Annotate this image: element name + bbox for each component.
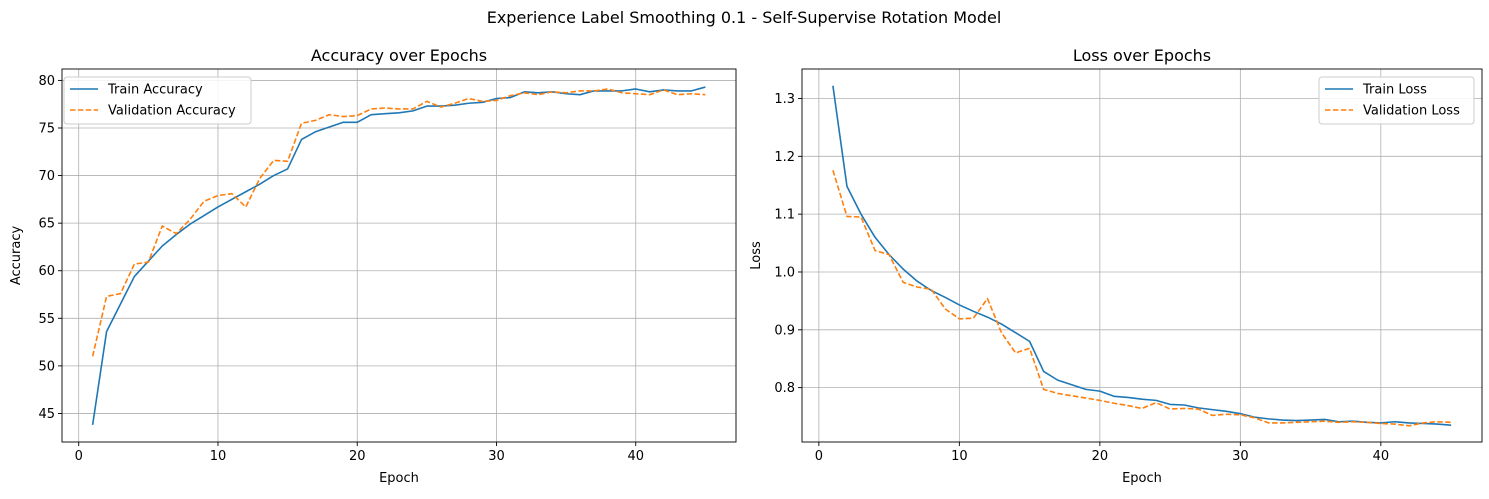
legend-label: Validation Loss [1363,104,1460,119]
x-tick-label: 10 [951,449,968,464]
loss-y-axis-label: Loss [749,241,764,270]
x-tick-label: 40 [627,449,644,464]
y-tick-label: 0.8 [774,381,795,396]
legend-box [1318,76,1475,125]
accuracy-series-validation-accuracy [91,88,706,357]
accuracy-series-train-accuracy [91,86,706,425]
legend-label: Train Loss [1362,83,1427,98]
x-tick-label: 30 [1232,449,1249,464]
accuracy-x-axis-label: Epoch [379,471,419,486]
figure-suptitle: Experience Label Smoothing 0.1 - Self-Su… [487,8,1002,27]
y-tick-label: 1.1 [774,208,795,223]
y-tick-label: 1.0 [774,265,795,280]
accuracy-legend: Train Accuracy Validation Accuracy [63,76,252,125]
legend-label: Validation Accuracy [108,104,236,119]
loss-legend: Train Loss Validation Loss [1318,76,1475,125]
loss-chart: 0 10 20 30 40 0.8 0.9 1.0 1.1 1.2 1.3 Loss over Epo… [749,46,1483,486]
x-tick-label: 10 [210,449,227,464]
y-tick-label: 0.9 [774,323,795,338]
x-tick-label: 0 [815,449,823,464]
y-tick-label: 45 [38,407,55,422]
x-tick-label: 20 [349,449,366,464]
loss-x-axis-label: Epoch [1122,471,1162,486]
accuracy-chart-title: Accuracy over Epochs [311,46,487,65]
x-tick-label: 30 [488,449,505,464]
loss-axes-frame [801,68,1483,443]
loss-chart-title: Loss over Epochs [1073,46,1211,65]
y-tick-label: 70 [38,169,55,184]
accuracy-chart: 0 10 20 30 40 45 50 55 60 65 70 75 80 Accuracy over E… [9,46,737,486]
y-tick-label: 80 [38,74,55,89]
loss-series-validation-loss [832,169,1452,427]
accuracy-axes-frame [61,68,737,443]
y-tick-label: 55 [38,312,55,327]
x-tick-label: 40 [1373,449,1390,464]
legend-box [63,76,252,125]
legend-label: Train Accuracy [107,83,203,98]
loss-grid [802,69,1482,442]
accuracy-y-axis-label: Accuracy [9,226,24,286]
loss-series-train-loss [832,85,1452,427]
y-tick-label: 60 [38,264,55,279]
accuracy-grid [62,69,736,442]
x-tick-label: 0 [75,449,83,464]
y-tick-label: 1.2 [774,150,795,165]
y-tick-label: 50 [38,359,55,374]
y-tick-label: 75 [38,121,55,136]
y-tick-label: 65 [38,217,55,232]
x-tick-label: 20 [1092,449,1109,464]
y-tick-label: 1.3 [774,92,795,107]
